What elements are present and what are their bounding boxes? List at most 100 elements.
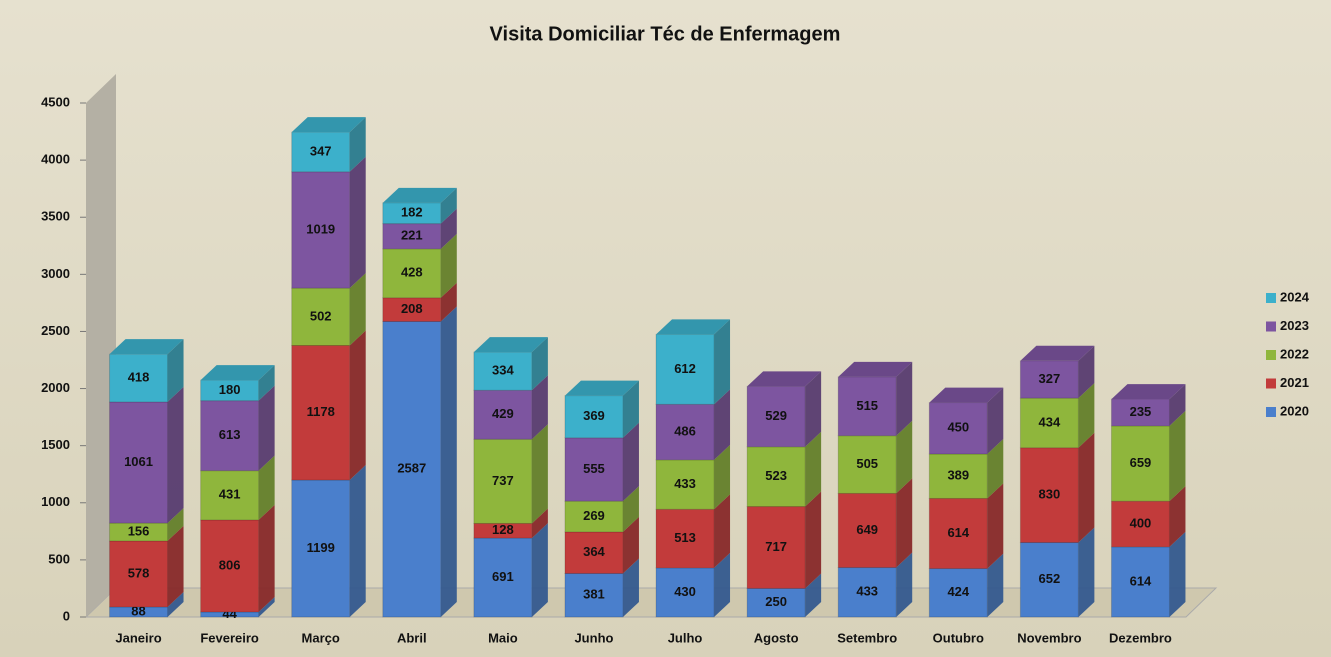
data-label: 88: [131, 603, 145, 618]
data-label: 2587: [397, 461, 426, 476]
bar-segment: [200, 400, 260, 472]
data-label: 613: [219, 427, 241, 442]
bar-segment: [928, 453, 988, 499]
bar-side: [531, 508, 548, 539]
x-tick-label: Agosto: [754, 630, 799, 645]
data-label: 434: [1039, 414, 1061, 429]
y-tick-label: 2000: [41, 380, 70, 395]
legend-swatch: [1266, 378, 1276, 389]
data-label: 659: [1130, 455, 1152, 470]
y-tick-label: 0: [63, 608, 70, 623]
bar-side: [531, 523, 548, 617]
bar-side: [1078, 383, 1095, 448]
x-tick-label: Julho: [668, 630, 703, 645]
bar-side: [258, 504, 275, 612]
data-label: 513: [674, 530, 696, 545]
y-tick-label: 2500: [41, 323, 70, 338]
data-label: 614: [1130, 573, 1152, 588]
data-label: 1061: [124, 454, 153, 469]
bar-top: [564, 380, 639, 396]
bar-side: [440, 233, 457, 298]
y-tick-label: 3500: [41, 209, 70, 224]
x-tick-label: Abril: [397, 630, 427, 645]
bar-top: [109, 339, 184, 355]
data-label: 1199: [307, 540, 335, 555]
bar-side: [1078, 432, 1095, 543]
data-label: 515: [856, 398, 878, 413]
data-label: 555: [583, 461, 605, 476]
bar-top: [1111, 384, 1186, 400]
bar-side: [714, 552, 731, 617]
bar-side: [622, 380, 639, 438]
bar-side: [714, 389, 731, 460]
bar-side: [440, 306, 457, 617]
data-label: 424: [947, 584, 969, 599]
bar-side: [531, 337, 548, 391]
y-tick-label: 4000: [41, 152, 70, 167]
x-tick-label: Janeiro: [115, 630, 161, 645]
data-label: 429: [492, 406, 514, 421]
bar-side: [349, 273, 366, 346]
bar-top: [200, 365, 275, 381]
legend-label: 2022: [1280, 346, 1309, 361]
bar-segment: [564, 500, 624, 533]
bar-side: [440, 282, 457, 322]
data-label: 431: [219, 487, 241, 502]
data-label: 450: [947, 420, 969, 435]
data-label: 612: [674, 361, 696, 376]
bar-segment: [655, 333, 715, 405]
x-tick-label: Maio: [488, 630, 518, 645]
data-label: 156: [128, 523, 150, 538]
bar-segment: [200, 519, 260, 613]
bar-side: [1169, 486, 1186, 547]
bar-side: [896, 552, 913, 617]
bar-side: [258, 596, 275, 617]
bar-segment: [1019, 447, 1079, 544]
bar-side: [440, 187, 457, 224]
bar-segment: [837, 492, 897, 569]
bar-side: [258, 455, 275, 520]
bar-top: [473, 337, 548, 353]
bar-side: [805, 371, 822, 447]
legend-swatch: [1266, 321, 1276, 332]
bar-segment: [109, 401, 169, 524]
data-label: 428: [401, 265, 423, 280]
bar-side: [805, 573, 822, 617]
chart-title: Visita Domiciliar Téc de Enfermagem: [490, 23, 841, 45]
data-label: 182: [401, 205, 423, 220]
bar-segment: [1019, 542, 1079, 618]
bar-side: [349, 465, 366, 617]
bar-segment: [473, 537, 533, 618]
data-label: 369: [583, 408, 605, 423]
data-label: 1019: [306, 221, 335, 236]
legend-swatch: [1266, 350, 1276, 360]
data-label: 364: [583, 544, 605, 559]
bar-side: [805, 431, 822, 507]
data-label: 269: [583, 508, 605, 523]
bar-side: [1078, 527, 1095, 617]
bar-side: [167, 339, 184, 402]
bar-side: [531, 375, 548, 440]
data-label: 614: [947, 525, 969, 540]
bar-side: [987, 387, 1004, 455]
x-tick-label: Novembro: [1017, 630, 1081, 645]
bar-side: [714, 319, 731, 405]
bar-side: [440, 208, 457, 249]
x-tick-label: Fevereiro: [200, 630, 259, 645]
bar-segment: [291, 131, 351, 173]
data-label: 717: [765, 539, 787, 554]
data-label: 502: [310, 308, 332, 323]
data-label: 505: [856, 456, 878, 471]
data-label: 221: [401, 228, 423, 243]
bar-side: [1169, 410, 1186, 502]
data-label: 523: [765, 468, 787, 483]
bar-side: [987, 553, 1004, 617]
y-tick-label: 1500: [41, 437, 70, 452]
bar-segment: [291, 344, 351, 481]
bar-side: [896, 420, 913, 494]
bar-segment: [1019, 397, 1079, 449]
bar-segment: [291, 479, 351, 618]
legend-label: 2023: [1280, 318, 1309, 333]
bar-top: [747, 371, 822, 387]
